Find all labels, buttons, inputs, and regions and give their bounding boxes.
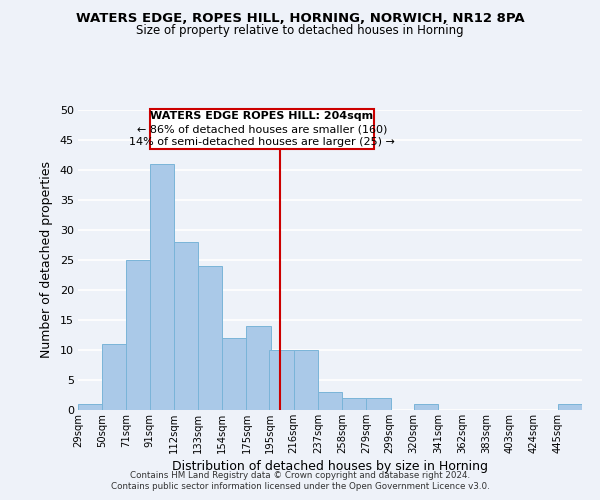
Text: Contains public sector information licensed under the Open Government Licence v3: Contains public sector information licen…	[110, 482, 490, 491]
Y-axis label: Number of detached properties: Number of detached properties	[40, 162, 53, 358]
Text: 14% of semi-detached houses are larger (25) →: 14% of semi-detached houses are larger (…	[129, 138, 395, 147]
Bar	[269, 350, 293, 410]
Bar	[102, 344, 127, 410]
Bar	[174, 242, 198, 410]
Bar	[558, 404, 582, 410]
Bar	[198, 266, 222, 410]
Bar	[318, 392, 342, 410]
X-axis label: Distribution of detached houses by size in Horning: Distribution of detached houses by size …	[172, 460, 488, 473]
Bar	[222, 338, 247, 410]
Text: WATERS EDGE, ROPES HILL, HORNING, NORWICH, NR12 8PA: WATERS EDGE, ROPES HILL, HORNING, NORWIC…	[76, 12, 524, 26]
Bar	[413, 404, 438, 410]
Bar	[149, 164, 174, 410]
Text: ← 86% of detached houses are smaller (160): ← 86% of detached houses are smaller (16…	[137, 124, 387, 134]
Bar	[293, 350, 318, 410]
Bar	[78, 404, 102, 410]
Text: Contains HM Land Registry data © Crown copyright and database right 2024.: Contains HM Land Registry data © Crown c…	[130, 471, 470, 480]
Text: Size of property relative to detached houses in Horning: Size of property relative to detached ho…	[136, 24, 464, 37]
FancyBboxPatch shape	[149, 109, 374, 149]
Bar	[127, 260, 151, 410]
Bar	[342, 398, 367, 410]
Bar	[367, 398, 391, 410]
Text: WATERS EDGE ROPES HILL: 204sqm: WATERS EDGE ROPES HILL: 204sqm	[151, 110, 374, 120]
Bar	[247, 326, 271, 410]
